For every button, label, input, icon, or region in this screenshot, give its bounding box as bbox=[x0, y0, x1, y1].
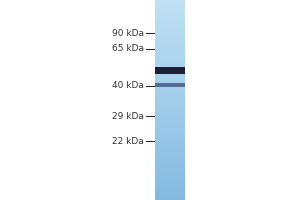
Text: 22 kDa: 22 kDa bbox=[112, 137, 144, 146]
Text: 90 kDa: 90 kDa bbox=[112, 29, 144, 38]
Bar bbox=[155, 67, 185, 74]
Bar bbox=[155, 83, 185, 87]
Text: 65 kDa: 65 kDa bbox=[112, 44, 144, 53]
Text: 40 kDa: 40 kDa bbox=[112, 81, 144, 90]
Text: 29 kDa: 29 kDa bbox=[112, 112, 144, 121]
